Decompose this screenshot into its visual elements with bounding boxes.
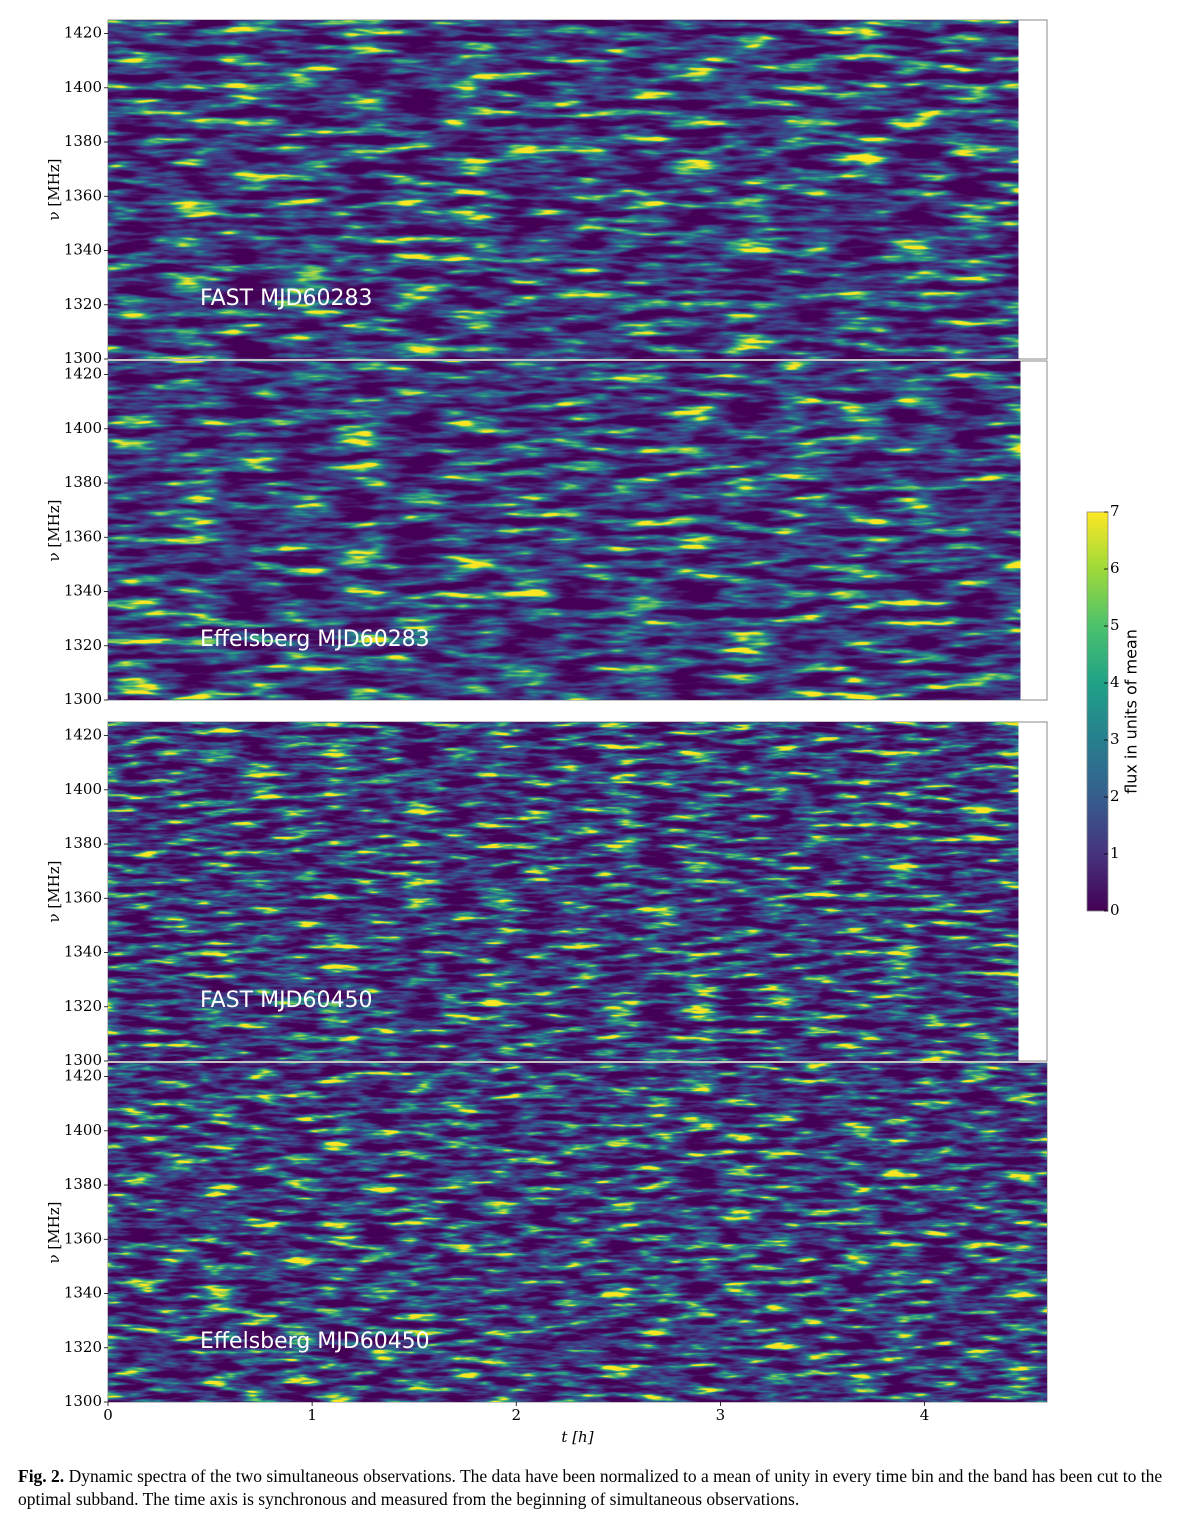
y-tick-label: 1320 xyxy=(64,295,102,313)
dynamic-spectrum xyxy=(108,361,1021,700)
x-tick-label: 1 xyxy=(307,1406,317,1424)
y-tick-label: 1380 xyxy=(64,834,102,852)
y-tick-label: 1400 xyxy=(64,1121,102,1139)
y-axis-label: ν [MHz] xyxy=(45,500,63,562)
colorbar xyxy=(1086,511,1109,912)
colorbar-tick-label: 4 xyxy=(1110,673,1120,691)
y-tick-label: 1340 xyxy=(64,943,102,961)
dynamic-spectrum xyxy=(108,20,1019,359)
y-tick-label: 1420 xyxy=(64,1067,102,1085)
y-tick-label: 1360 xyxy=(64,186,102,204)
y-tick-label: 1420 xyxy=(64,365,102,383)
y-tick-label: 1300 xyxy=(64,349,102,367)
y-tick-label: 1340 xyxy=(64,582,102,600)
x-axis-label: t [h] xyxy=(561,1428,593,1446)
y-tick-label: 1380 xyxy=(64,473,102,491)
y-tick-label: 1400 xyxy=(64,78,102,96)
x-tick-label: 0 xyxy=(103,1406,113,1424)
y-tick-label: 1300 xyxy=(64,690,102,708)
y-axis-label: ν [MHz] xyxy=(45,861,63,923)
y-axis-label: ν [MHz] xyxy=(45,159,63,221)
y-tick-label: 1300 xyxy=(64,1392,102,1410)
colorbar-tick-label: 7 xyxy=(1110,502,1120,520)
y-tick-label: 1360 xyxy=(64,1229,102,1247)
y-tick-label: 1420 xyxy=(64,726,102,744)
y-tick-label: 1380 xyxy=(64,1175,102,1193)
x-tick-label: 3 xyxy=(716,1406,726,1424)
y-tick-label: 1400 xyxy=(64,780,102,798)
y-tick-label: 1360 xyxy=(64,527,102,545)
colorbar-tick-label: 1 xyxy=(1110,844,1120,862)
y-tick-label: 1340 xyxy=(64,1284,102,1302)
caption-label: Fig. 2. xyxy=(18,1466,65,1486)
y-tick-label: 1300 xyxy=(64,1051,102,1069)
y-tick-label: 1400 xyxy=(64,419,102,437)
caption: Fig. 2. Dynamic spectra of the two simul… xyxy=(18,1465,1168,1511)
y-tick-label: 1320 xyxy=(64,997,102,1015)
x-tick-label: 4 xyxy=(920,1406,930,1424)
caption-text: Dynamic spectra of the two simultaneous … xyxy=(18,1466,1163,1509)
colorbar-tick-label: 3 xyxy=(1110,730,1120,748)
panel-label: Effelsberg MJD60283 xyxy=(200,627,430,652)
dynamic-spectrum xyxy=(108,722,1019,1061)
colorbar-label: flux in units of mean xyxy=(1122,629,1141,794)
panel-label: FAST MJD60283 xyxy=(200,286,372,311)
panel-label: Effelsberg MJD60450 xyxy=(200,1329,430,1354)
y-tick-label: 1320 xyxy=(64,1338,102,1356)
y-axis-label: ν [MHz] xyxy=(45,1202,63,1264)
colorbar-tick-label: 6 xyxy=(1110,559,1120,577)
y-tick-label: 1360 xyxy=(64,888,102,906)
panel-label: FAST MJD60450 xyxy=(200,988,372,1013)
y-tick-label: 1340 xyxy=(64,241,102,259)
colorbar-tick-label: 0 xyxy=(1110,901,1120,919)
colorbar-tick-label: 5 xyxy=(1110,616,1120,634)
y-tick-label: 1420 xyxy=(64,24,102,42)
x-tick-label: 2 xyxy=(511,1406,521,1424)
dynamic-spectrum xyxy=(108,1063,1047,1402)
y-tick-label: 1380 xyxy=(64,132,102,150)
colorbar-tick-label: 2 xyxy=(1110,787,1120,805)
y-tick-label: 1320 xyxy=(64,636,102,654)
